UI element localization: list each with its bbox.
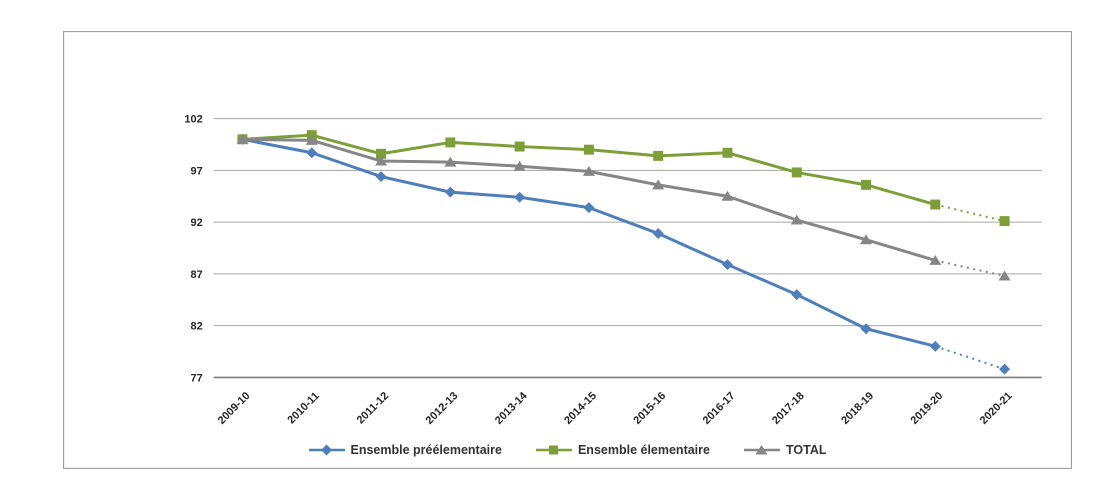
- data-point-marker: [999, 216, 1010, 227]
- data-point-marker: [652, 179, 665, 190]
- data-point-marker: [653, 150, 664, 161]
- data-point-marker: [721, 190, 734, 201]
- data-point-marker: [929, 254, 942, 265]
- data-point-marker: [652, 228, 664, 239]
- data-point-marker: [791, 167, 802, 178]
- legend-triangle-marker-icon: [743, 445, 780, 455]
- legend-item-ensemble-preelementaire: Ensemble préélementaire: [308, 443, 502, 457]
- legend-label-total: TOTAL: [785, 443, 827, 457]
- data-point-marker: [930, 199, 941, 210]
- y-tick-label: 102: [184, 114, 202, 126]
- data-point-marker: [722, 147, 733, 158]
- x-tick-label: 2017-18: [770, 390, 807, 427]
- legend-label-preelementaire: Ensemble préélementaire: [350, 443, 502, 457]
- legend-square-marker-icon: [535, 445, 572, 455]
- y-tick-label: 77: [191, 372, 203, 384]
- data-point-marker: [514, 191, 526, 203]
- legend-diamond-marker-icon: [308, 444, 345, 456]
- legend-item-total: TOTAL: [743, 443, 827, 457]
- data-point-marker: [999, 363, 1011, 375]
- y-tick-label: 82: [191, 321, 203, 333]
- legend-label-elementaire: Ensemble élementaire: [577, 443, 710, 457]
- data-point-marker: [998, 270, 1011, 281]
- x-tick-label: 2012-13: [424, 390, 461, 427]
- data-point-marker: [375, 171, 387, 183]
- y-tick-label: 97: [191, 165, 203, 177]
- data-point-marker: [305, 134, 318, 145]
- series-line: [240, 137, 937, 262]
- data-point-marker: [583, 144, 594, 155]
- data-point-marker: [514, 141, 525, 152]
- data-point-marker: [444, 186, 456, 198]
- data-point-marker: [582, 165, 595, 176]
- data-point-marker: [444, 156, 457, 167]
- x-tick-label: 2009-10: [216, 390, 253, 427]
- data-point-marker: [445, 137, 456, 148]
- series-dotted-segment: [935, 259, 1005, 277]
- legend-item-ensemble-elementaire: Ensemble élementaire: [535, 443, 710, 457]
- x-tick-label: 2016-17: [701, 390, 738, 427]
- data-point-marker: [860, 234, 873, 245]
- x-tick-label: 2013-14: [493, 389, 531, 427]
- data-point-marker: [376, 148, 387, 159]
- series-dotted-segment: [935, 345, 1005, 371]
- data-point-marker: [306, 147, 318, 159]
- data-point-marker: [721, 259, 733, 271]
- x-tick-label: 2015-16: [631, 390, 668, 427]
- data-point-marker: [860, 323, 872, 335]
- data-point-marker: [513, 160, 526, 171]
- line-chart: 102 97 92 87 82 77 2009-10 2010-11 2011-12 2012-1…: [184, 114, 1042, 427]
- data-point-marker: [929, 340, 941, 352]
- data-point-marker: [861, 179, 872, 190]
- series-dotted-segment: [935, 203, 1005, 223]
- y-tick-label: 92: [191, 217, 203, 229]
- data-point-marker: [236, 133, 249, 144]
- data-point-marker: [583, 202, 595, 214]
- x-tick-label: 2010-11: [285, 390, 321, 426]
- x-tick-label: 2011-12: [355, 390, 391, 426]
- x-tick-label: 2014-15: [562, 390, 599, 427]
- data-point-marker: [790, 214, 803, 225]
- x-tick-label: 2019-20: [909, 390, 946, 427]
- y-tick-label: 87: [191, 269, 203, 281]
- x-tick-label: 2020-21: [978, 390, 1015, 427]
- x-tick-label: 2018-19: [839, 390, 876, 427]
- data-point-marker: [375, 155, 388, 166]
- data-point-marker: [791, 289, 803, 301]
- chart-container: 102 97 92 87 82 77 2009-10 2010-11 2011-12 2012-1…: [63, 31, 1072, 469]
- chart-legend: Ensemble préélementaire Ensemble élement…: [64, 439, 1071, 461]
